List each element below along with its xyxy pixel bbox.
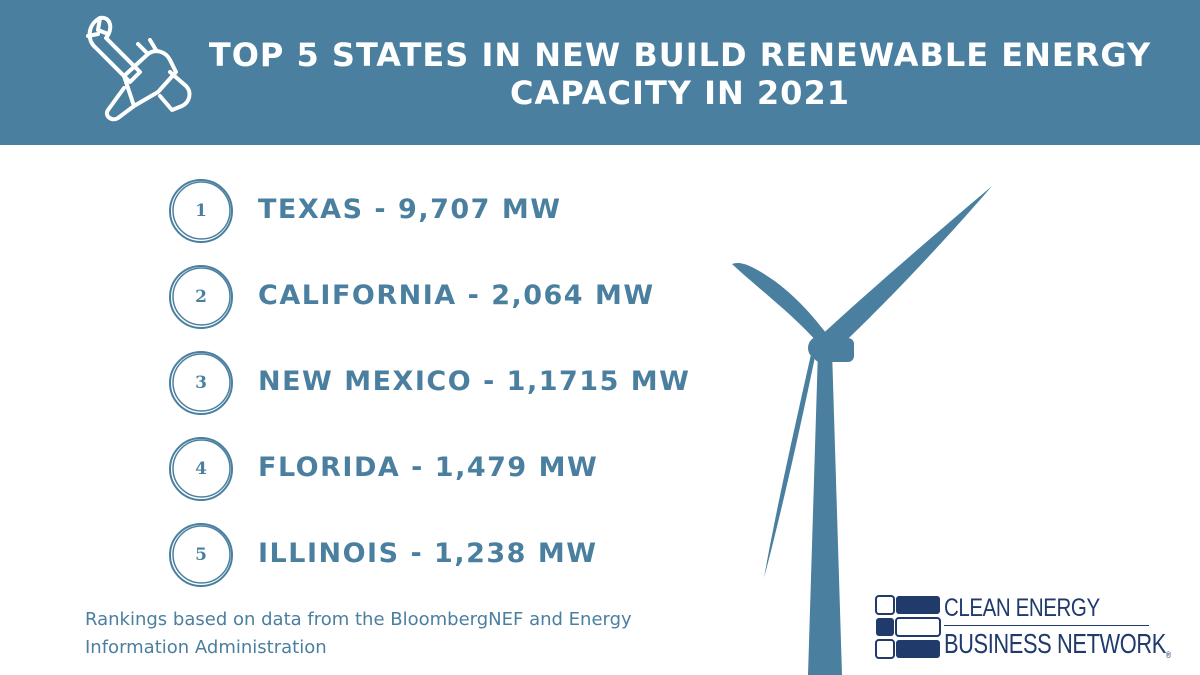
logo-text-line-2: BUSINESS NETWORK® (944, 628, 1171, 660)
registered-mark: ® (1165, 650, 1171, 660)
wrench-hand-icon (86, 15, 192, 122)
rank-circle-icon (169, 351, 233, 415)
logo-divider (944, 625, 1149, 626)
rank-label: ILLINOIS - 1,238 MW (258, 538, 598, 569)
rank-label: NEW MEXICO - 1,1715 MW (258, 366, 691, 397)
title-line-1: TOP 5 STATES IN NEW BUILD RENEWABLE ENER… (208, 36, 1152, 74)
source-footnote: Rankings based on data from the Bloomber… (85, 606, 725, 662)
logo-mark-icon (875, 595, 941, 659)
rank-label: FLORIDA - 1,479 MW (258, 452, 599, 483)
rank-circle-icon (169, 265, 233, 329)
header-banner: TOP 5 STATES IN NEW BUILD RENEWABLE ENER… (0, 0, 1200, 145)
page-title: TOP 5 STATES IN NEW BUILD RENEWABLE ENER… (200, 36, 1160, 112)
rank-label: TEXAS - 9,707 MW (258, 194, 562, 225)
rank-number: 1 (195, 201, 207, 221)
clean-energy-business-network-logo: CLEAN ENERGY BUSINESS NETWORK® (874, 594, 1171, 664)
rank-circle-icon (169, 437, 233, 501)
logo-line-2-text: BUSINESS NETWORK (944, 628, 1166, 659)
rank-number: 5 (195, 545, 207, 565)
rank-circle-icon (169, 179, 233, 243)
rank-number: 3 (195, 373, 207, 393)
wind-turbine-icon (732, 186, 992, 675)
rank-number: 2 (195, 287, 207, 307)
rank-circle-icon (169, 523, 233, 587)
footnote-line-1: Rankings based on data from the Bloomber… (85, 609, 632, 630)
rank-label: CALIFORNIA - 2,064 MW (258, 280, 655, 311)
title-line-2: CAPACITY IN 2021 (510, 74, 850, 112)
logo-text-line-1: CLEAN ENERGY (944, 594, 1100, 622)
rank-number: 4 (195, 459, 207, 479)
footnote-line-2: Information Administration (85, 637, 327, 658)
